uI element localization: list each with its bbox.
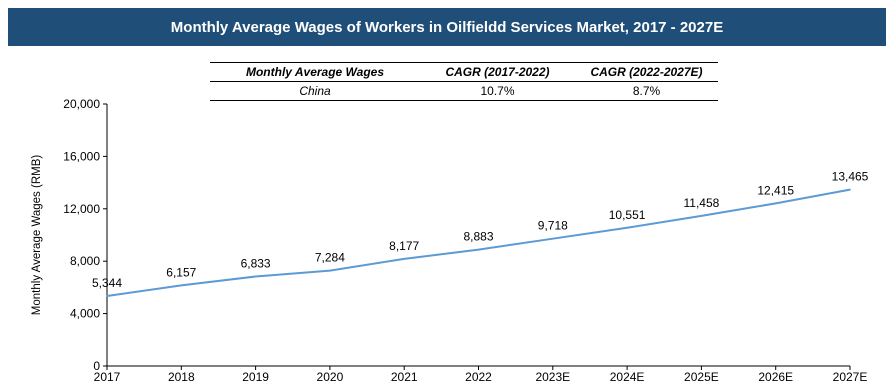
- chart-title-bar: Monthly Average Wages of Workers in Oilf…: [8, 8, 886, 46]
- y-axis-title: Monthly Average Wages (RMB): [31, 155, 43, 316]
- row-label-china: China: [210, 81, 420, 101]
- wage-data-point: [254, 275, 257, 278]
- wage-data-point: [774, 202, 777, 205]
- y-tick-label: 20,000: [63, 97, 100, 111]
- wage-data-point: [626, 226, 628, 229]
- data-label: 12,415: [757, 183, 794, 197]
- data-label: 13,465: [832, 170, 869, 184]
- data-label: 6,157: [166, 265, 196, 279]
- header-cagr-2017-2022: CAGR (2017-2022): [420, 62, 575, 82]
- cagr-value-2022-2027e: 8.7%: [575, 81, 718, 101]
- cagr-table: Monthly Average Wages CAGR (2017-2022) C…: [210, 62, 718, 101]
- wage-data-point: [700, 215, 703, 217]
- x-tick-label: 2018: [168, 370, 195, 383]
- header-cagr-2022-2027e: CAGR (2022-2027E): [575, 62, 718, 82]
- x-tick-label: 2017: [94, 370, 121, 383]
- cagr-value-2017-2022: 10.7%: [420, 81, 575, 101]
- x-tick-label: 2027E: [833, 370, 868, 383]
- chart-title: Monthly Average Wages of Workers in Oilf…: [170, 18, 724, 36]
- wage-data-point: [849, 188, 851, 191]
- x-tick-label: 2023E: [535, 370, 570, 383]
- data-label: 6,833: [241, 256, 271, 270]
- x-tick-label: 2024E: [610, 370, 645, 383]
- wage-data-point: [552, 237, 554, 240]
- cagr-table-header-row: Monthly Average Wages CAGR (2017-2022) C…: [210, 62, 718, 82]
- y-tick-label: 12,000: [63, 202, 100, 216]
- x-tick-label: 2019: [242, 370, 269, 383]
- data-label: 7,284: [315, 251, 345, 265]
- y-tick-label: 0: [93, 359, 100, 373]
- wage-data-point: [329, 269, 331, 272]
- x-tick-label: 2025E: [684, 370, 719, 383]
- data-label: 10,551: [609, 208, 646, 222]
- wage-data-point: [106, 295, 108, 297]
- wage-data-point: [403, 258, 406, 260]
- data-label: 8,883: [463, 230, 493, 244]
- wage-data-point: [477, 248, 480, 251]
- data-label: 9,718: [538, 219, 568, 233]
- x-tick-label: 2026E: [758, 370, 793, 383]
- x-tick-label: 2020: [317, 370, 344, 383]
- y-tick-label: 16,000: [63, 149, 100, 163]
- cagr-table-row-china: China 10.7% 8.7%: [210, 81, 718, 101]
- data-label: 11,458: [683, 196, 719, 210]
- y-tick-label: 8,000: [70, 254, 100, 268]
- x-tick-label: 2022: [465, 370, 492, 383]
- x-tick-label: 2021: [391, 370, 418, 383]
- data-label: 8,177: [389, 239, 419, 253]
- data-label: 5,344: [92, 276, 122, 290]
- header-monthly-average-wages: Monthly Average Wages: [210, 62, 420, 82]
- wage-data-point: [180, 284, 183, 287]
- y-tick-label: 4,000: [70, 307, 100, 321]
